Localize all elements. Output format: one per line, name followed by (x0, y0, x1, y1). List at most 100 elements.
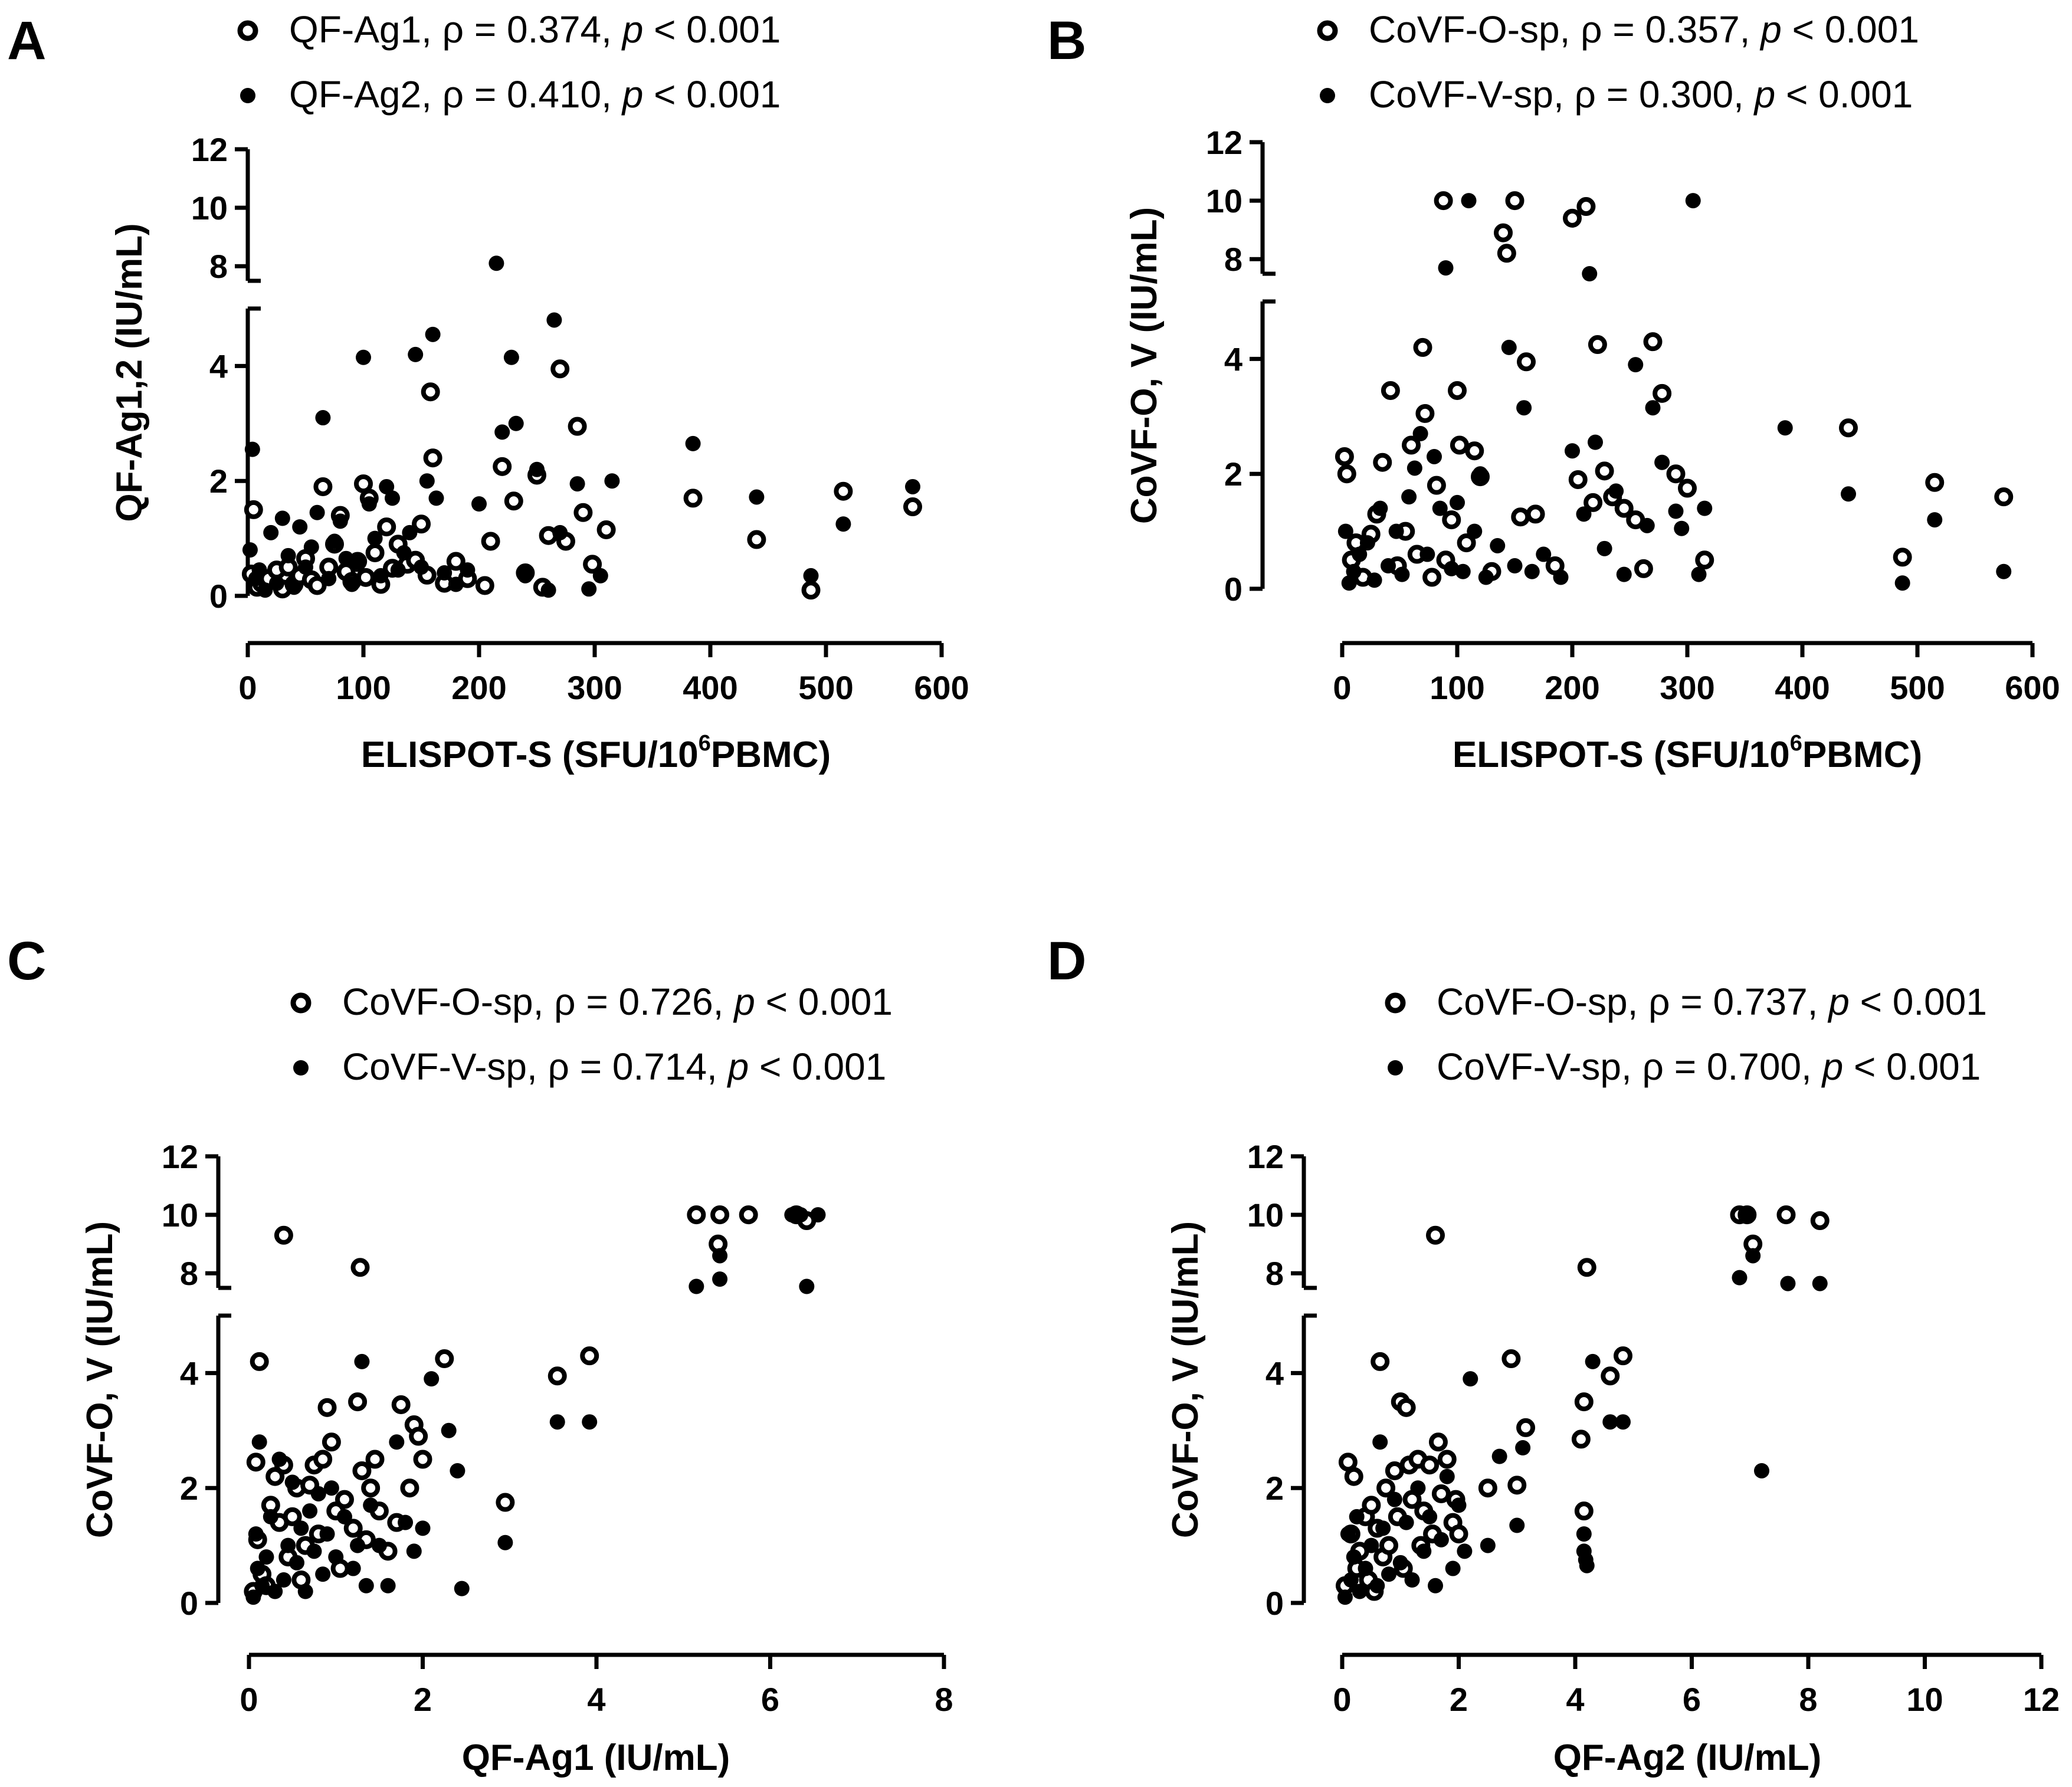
y-tick-label: 12 (1206, 124, 1242, 161)
point-open (1428, 1432, 1448, 1452)
point-filled (1732, 1270, 1748, 1286)
point-filled (310, 1486, 326, 1501)
y-tick-label: 0 (209, 578, 228, 615)
point-filled (379, 478, 395, 494)
point-filled (1588, 434, 1603, 450)
legend-p-symbol: p (727, 1045, 749, 1088)
point-filled (358, 1578, 374, 1593)
x-axis-label-part: QF-Ag1 (IU/mL) (462, 1737, 730, 1778)
legend-stat: , ρ = 0.714, (527, 1045, 728, 1088)
point-filled (441, 1422, 457, 1438)
y-tick-label: 8 (1224, 241, 1242, 278)
point-open (1415, 404, 1435, 423)
x-tick-label: 0 (1333, 669, 1351, 706)
point-filled (1615, 1414, 1631, 1430)
point-filled (1461, 193, 1477, 209)
point-filled (254, 1578, 270, 1593)
legend-series-name: CoVF-O-sp (1369, 8, 1560, 51)
y-tick-label: 8 (1266, 1255, 1284, 1292)
point-filled (454, 1581, 470, 1596)
point-open (335, 1490, 354, 1509)
point-open (1434, 191, 1453, 211)
point-open (1422, 568, 1442, 587)
point-open (1371, 1352, 1390, 1371)
point-filled (437, 565, 453, 581)
point-open (1442, 510, 1461, 530)
point-filled (1419, 546, 1435, 562)
point-filled (529, 461, 545, 477)
y-tick-label: 10 (1247, 1196, 1284, 1234)
y-tick-label: 2 (1266, 1470, 1284, 1507)
legend-entry: CoVF-V-sp, ρ = 0.300, p < 0.001 (1369, 73, 1913, 116)
point-filled (1455, 563, 1471, 579)
point-open (409, 1427, 428, 1446)
y-tick-label: 2 (180, 1470, 198, 1507)
point-open (903, 497, 922, 517)
point-open (504, 491, 523, 511)
point-open (1653, 383, 1672, 403)
point-open (475, 576, 494, 595)
point-open (365, 543, 385, 562)
x-tick-label: 300 (1660, 669, 1714, 706)
point-filled (1585, 1353, 1601, 1369)
point-filled (354, 1353, 370, 1369)
point-filled (1394, 566, 1410, 582)
point-filled (267, 1583, 283, 1599)
point-filled (415, 1520, 431, 1536)
point-filled (1369, 1578, 1385, 1593)
point-open (1563, 208, 1582, 228)
point-filled (1927, 512, 1943, 528)
point-open (1335, 447, 1354, 466)
point-filled (1416, 1543, 1432, 1559)
legend-p-symbol: p (621, 8, 644, 51)
point-filled (552, 524, 568, 540)
point-filled (1341, 575, 1357, 591)
point-filled (345, 1560, 361, 1576)
point-open (1893, 547, 1912, 567)
point-filled (1616, 566, 1632, 582)
point-open (317, 1398, 337, 1417)
y-tick-label: 10 (191, 189, 228, 227)
point-open (1583, 493, 1603, 512)
point-filled (1433, 1532, 1449, 1547)
point-filled (1359, 535, 1375, 551)
point-open (1413, 337, 1432, 357)
point-filled (1352, 546, 1368, 562)
legend-p-value: < 0.001 (749, 1045, 886, 1088)
x-tick-label: 300 (567, 669, 622, 706)
point-open (1344, 1467, 1363, 1486)
point-open (1517, 352, 1536, 372)
point-open (683, 488, 703, 508)
point-filled (1401, 489, 1417, 505)
x-axis-label: QF-Ag2 (IU/mL) (1553, 1737, 1822, 1778)
point-filled (1445, 1560, 1461, 1576)
point-filled (292, 519, 308, 535)
point-filled (712, 1248, 728, 1264)
point-open (568, 417, 587, 436)
point-filled (1467, 523, 1483, 539)
point-open (1776, 1205, 1796, 1225)
panel-b: B CoVF-O-sp, ρ = 0.357, p < 0.001CoVF-V-s… (1047, 8, 2060, 775)
legend-entry: QF-Ag1, ρ = 0.374, p < 0.001 (289, 8, 781, 51)
point-open (801, 581, 821, 600)
point-filled (361, 496, 377, 512)
legend-stat: , ρ = 0.726, (533, 981, 735, 1023)
legend-entry: QF-Ag2, ρ = 0.410, p < 0.001 (289, 73, 781, 116)
legend-series-name: CoVF-V-sp (1369, 73, 1553, 116)
point-filled (274, 510, 290, 526)
point-filled (428, 490, 444, 506)
point-open (283, 1507, 302, 1526)
legend-marker-filled (240, 88, 255, 103)
legend-entry: CoVF-O-sp, ρ = 0.726, p < 0.001 (342, 981, 893, 1023)
point-open (1505, 191, 1525, 211)
point-open (1338, 1452, 1358, 1472)
x-tick-label: 2 (1450, 1681, 1468, 1718)
point-filled (1375, 1520, 1391, 1536)
point-filled (1358, 1560, 1373, 1576)
point-filled (327, 533, 342, 549)
x-tick-label: 100 (1430, 669, 1484, 706)
y-tick-label: 10 (1206, 182, 1242, 219)
legend-marker-open (237, 20, 258, 41)
point-filled (406, 1543, 422, 1559)
point-filled (1565, 443, 1580, 459)
